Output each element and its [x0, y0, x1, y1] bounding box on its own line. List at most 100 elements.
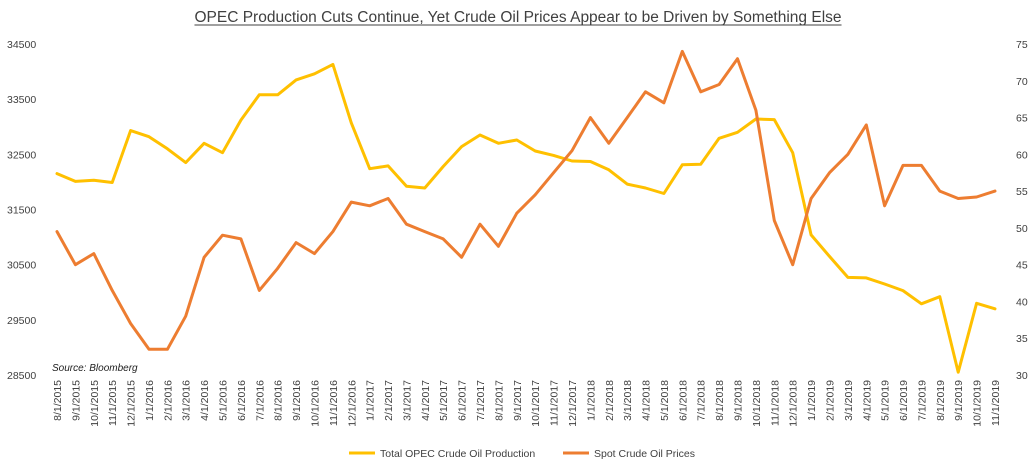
- data-point: [552, 154, 555, 157]
- x-tick-label: 9/1/2019: [953, 380, 965, 421]
- data-point: [166, 147, 169, 150]
- x-tick-label: 1/1/2017: [365, 380, 377, 421]
- legend: Total OPEC Crude Oil Production Spot Crud…: [349, 448, 695, 460]
- x-tick-label: 7/1/2016: [254, 380, 266, 421]
- data-point: [791, 263, 794, 266]
- x-tick-label: 1/1/2019: [806, 380, 818, 421]
- y-left-tick-label: 34500: [7, 39, 36, 51]
- x-tick-label: 8/1/2017: [493, 380, 505, 421]
- data-point: [478, 133, 482, 137]
- data-point: [699, 163, 702, 166]
- legend-label: Spot Crude Oil Prices: [594, 448, 695, 460]
- y-right-tick-label: 45: [1016, 260, 1028, 272]
- data-point: [883, 204, 886, 207]
- data-point: [92, 252, 96, 255]
- x-tick-label: 11/1/2018: [769, 380, 781, 426]
- data-point: [184, 315, 187, 318]
- data-point: [607, 168, 610, 171]
- data-point: [699, 90, 702, 94]
- data-point: [570, 159, 574, 163]
- y-right-tick-label: 75: [1016, 39, 1028, 51]
- data-point: [975, 302, 978, 305]
- x-tick-label: 8/1/2018: [714, 380, 726, 421]
- data-point: [460, 145, 463, 148]
- y-right-tick-label: 65: [1016, 113, 1028, 125]
- data-point: [442, 237, 445, 241]
- data-point: [331, 230, 335, 233]
- data-point: [129, 129, 132, 132]
- data-point: [74, 180, 77, 183]
- data-point: [736, 131, 739, 134]
- data-point: [681, 50, 684, 53]
- x-tick-label: 5/1/2016: [218, 380, 230, 421]
- data-point: [570, 149, 574, 152]
- y-left-tick-label: 32500: [7, 149, 36, 161]
- data-point: [276, 93, 279, 97]
- x-tick-label: 6/1/2016: [236, 380, 248, 421]
- data-point: [846, 153, 850, 156]
- source-note: Source: Bloomberg: [52, 363, 138, 374]
- x-tick-label: 5/1/2017: [438, 380, 450, 421]
- data-point: [202, 142, 206, 145]
- y-right-tick-label: 55: [1016, 186, 1028, 198]
- data-point: [662, 101, 666, 105]
- data-point: [828, 255, 831, 258]
- x-tick-label: 8/1/2015: [52, 380, 64, 421]
- y-axis-right: 30 35 40 45 50 55 60 65 70 75: [1016, 39, 1028, 382]
- x-tick-label: 12/1/2018: [788, 380, 800, 427]
- data-point: [442, 165, 445, 168]
- data-point: [166, 348, 169, 351]
- data-point: [313, 252, 316, 255]
- series-layer: [55, 49, 997, 374]
- x-tick-label: 10/1/2019: [972, 380, 984, 427]
- x-tick-label: 1/1/2018: [585, 380, 597, 421]
- data-point: [74, 263, 77, 266]
- data-point: [147, 135, 151, 138]
- data-point: [736, 57, 739, 60]
- x-tick-label: 12/1/2017: [567, 380, 579, 427]
- data-point: [938, 295, 941, 298]
- x-tick-label: 3/1/2016: [181, 380, 193, 421]
- data-point: [221, 234, 224, 237]
- data-point: [644, 186, 647, 190]
- data-point: [294, 241, 298, 244]
- x-tick-label: 5/1/2018: [659, 380, 671, 421]
- x-tick-label: 2/1/2017: [383, 380, 395, 421]
- data-point: [534, 193, 537, 196]
- x-tick-label: 11/1/2017: [549, 380, 561, 426]
- x-tick-label: 12/1/2015: [126, 380, 138, 427]
- y-right-tick-label: 70: [1016, 76, 1028, 88]
- x-tick-label: 9/1/2018: [733, 380, 745, 421]
- y-right-tick-label: 50: [1016, 223, 1028, 235]
- data-point: [55, 230, 59, 233]
- data-point: [957, 371, 960, 374]
- x-tick-label: 11/1/2015: [107, 380, 119, 426]
- data-point: [184, 161, 187, 164]
- x-tick-label: 10/1/2017: [530, 380, 542, 427]
- data-point: [239, 118, 243, 122]
- data-point: [865, 276, 868, 280]
- y-left-tick-label: 33500: [7, 94, 36, 106]
- y-left-tick-label: 28500: [7, 370, 36, 382]
- data-point: [607, 142, 610, 145]
- data-point: [993, 189, 997, 193]
- data-point: [423, 186, 426, 190]
- x-tick-label: 6/1/2019: [898, 380, 910, 421]
- data-point: [515, 138, 518, 142]
- data-point: [662, 192, 666, 195]
- data-point: [405, 223, 408, 226]
- data-point: [405, 185, 408, 188]
- data-point: [294, 78, 298, 82]
- data-point: [350, 121, 353, 125]
- x-tick-label: 8/1/2019: [935, 380, 947, 421]
- data-point: [515, 212, 518, 215]
- data-point: [626, 182, 629, 186]
- data-point: [202, 256, 206, 259]
- x-tick-label: 9/1/2016: [291, 380, 303, 421]
- data-point: [681, 163, 684, 166]
- data-point: [276, 267, 279, 270]
- y-left-tick-label: 31500: [7, 205, 36, 217]
- x-tick-label: 1/1/2016: [144, 380, 156, 421]
- x-tick-label: 4/1/2018: [641, 380, 653, 421]
